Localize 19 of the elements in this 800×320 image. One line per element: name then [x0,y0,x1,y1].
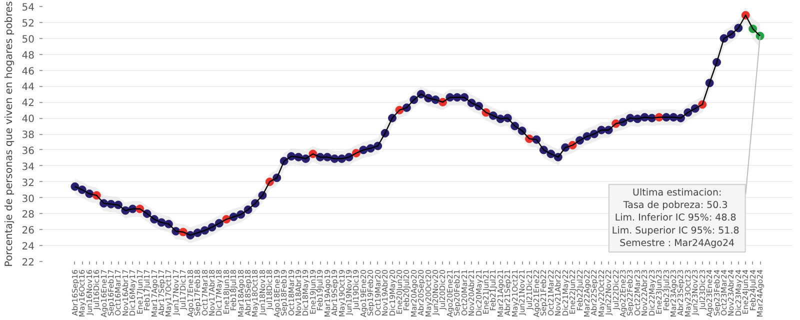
y-tick-label: 46 [22,66,35,78]
y-tick-label: 22 [22,258,35,268]
y-tick-label: 30 [22,194,35,205]
y-tick-label: 44 [22,82,35,94]
y-tick-label: 38 [22,130,35,141]
y-tick-label: 32 [22,178,35,189]
y-tick-label: 40 [22,114,35,126]
y-tick-label: 24 [22,242,35,253]
y-tick-label: 36 [22,146,35,157]
y-tick-label: 54 [22,2,35,14]
y-tick-label: 48 [22,50,35,62]
y-tick-label: 50 [22,34,35,46]
y-tick-label: 52 [22,18,35,30]
y-axis-title: Porcentaje de personas que viven en hogares pobres [4,1,15,267]
y-tick-label: 28 [22,210,35,221]
annotation: Ultima estimacion: Tasa de pobreza: 50.3 Lim. Inferior IC 95%: 48.8 Lim. Superior IC 95%: 51.8 Semestre : Mar24Ago24 [612,187,740,249]
y-tick-label: 34 [22,162,35,173]
y-tick-label: 26 [22,226,35,237]
y-tick-label: 42 [22,98,35,110]
